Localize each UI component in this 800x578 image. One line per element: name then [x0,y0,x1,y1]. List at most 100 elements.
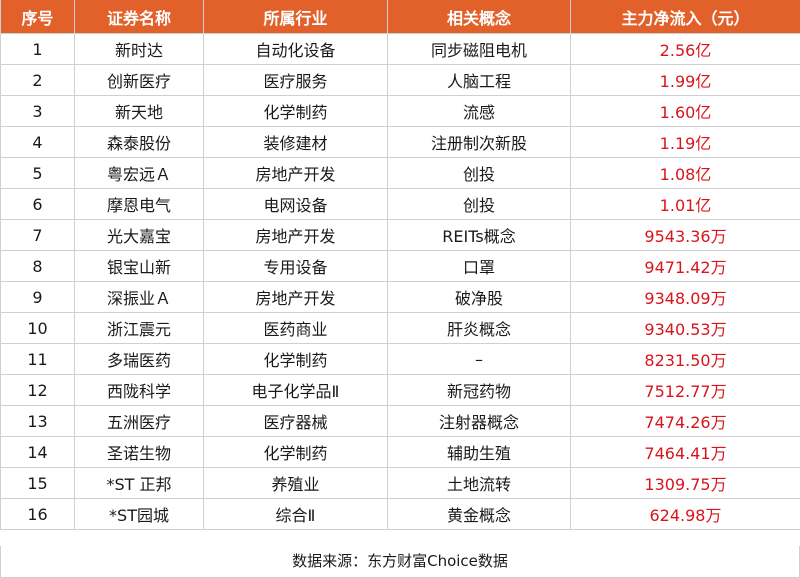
cell-security-name: *ST园城 [74,498,204,530]
cell-rank: 7 [0,219,75,251]
cell-industry: 化学制药 [203,436,388,468]
cell-net-inflow: 1309.75万 [570,467,800,499]
cell-rank: 1 [0,33,75,65]
cell-concept: – [387,343,571,375]
cell-net-inflow: 7464.41万 [570,436,800,468]
table-row: 15 *ST 正邦 养殖业 土地流转 1309.75万 [0,467,800,499]
table-row: 7 光大嘉宝 房地产开发 REITs概念 9543.36万 [0,219,800,251]
cell-net-inflow: 1.01亿 [570,188,800,220]
cell-net-inflow: 1.19亿 [570,126,800,158]
header-security-name: 证券名称 [74,0,204,34]
cell-industry: 医疗器械 [203,405,388,437]
cell-rank: 14 [0,436,75,468]
cell-rank: 9 [0,281,75,313]
cell-security-name: 森泰股份 [74,126,204,158]
cell-security-name: 多瑞医药 [74,343,204,375]
cell-rank: 10 [0,312,75,344]
header-row: 序号 证券名称 所属行业 相关概念 主力净流入（元） [0,0,800,34]
cell-concept: 创投 [387,188,571,220]
header-concept: 相关概念 [387,0,571,34]
table-body: 1 新时达 自动化设备 同步磁阻电机 2.56亿 2 创新医疗 医疗服务 人脑工程 1.99亿 3 新… [0,33,800,530]
cell-concept: 土地流转 [387,467,571,499]
table-row: 16 *ST园城 综合Ⅱ 黄金概念 624.98万 [0,498,800,530]
cell-security-name: 深振业Ａ [74,281,204,313]
cell-net-inflow: 9471.42万 [570,250,800,282]
cell-industry: 电子化学品Ⅱ [203,374,388,406]
cell-concept: 同步磁阻电机 [387,33,571,65]
table-row: 4 森泰股份 装修建材 注册制次新股 1.19亿 [0,126,800,158]
cell-concept: 流感 [387,95,571,127]
cell-security-name: *ST 正邦 [74,467,204,499]
cell-rank: 15 [0,467,75,499]
cell-security-name: 创新医疗 [74,64,204,96]
cell-concept: 注册制次新股 [387,126,571,158]
table-row: 5 粤宏远Ａ 房地产开发 创投 1.08亿 [0,157,800,189]
cell-security-name: 新时达 [74,33,204,65]
cell-security-name: 圣诺生物 [74,436,204,468]
cell-security-name: 新天地 [74,95,204,127]
cell-concept: 注射器概念 [387,405,571,437]
cell-net-inflow: 9348.09万 [570,281,800,313]
cell-net-inflow: 9543.36万 [570,219,800,251]
cell-net-inflow: 624.98万 [570,498,800,530]
table-row: 12 西陇科学 电子化学品Ⅱ 新冠药物 7512.77万 [0,374,800,406]
table-row: 2 创新医疗 医疗服务 人脑工程 1.99亿 [0,64,800,96]
cell-rank: 3 [0,95,75,127]
header-net-inflow: 主力净流入（元） [570,0,800,34]
cell-net-inflow: 2.56亿 [570,33,800,65]
cell-net-inflow: 1.08亿 [570,157,800,189]
cell-net-inflow: 9340.53万 [570,312,800,344]
cell-concept: 人脑工程 [387,64,571,96]
cell-net-inflow: 7512.77万 [570,374,800,406]
cell-concept: 创投 [387,157,571,189]
table-row: 3 新天地 化学制药 流感 1.60亿 [0,95,800,127]
cell-industry: 医药商业 [203,312,388,344]
cell-industry: 综合Ⅱ [203,498,388,530]
cell-concept: 新冠药物 [387,374,571,406]
cell-industry: 房地产开发 [203,157,388,189]
cell-industry: 装修建材 [203,126,388,158]
cell-security-name: 浙江震元 [74,312,204,344]
cell-security-name: 粤宏远Ａ [74,157,204,189]
cell-concept: 肝炎概念 [387,312,571,344]
cell-rank: 8 [0,250,75,282]
cell-rank: 2 [0,64,75,96]
cell-industry: 自动化设备 [203,33,388,65]
cell-net-inflow: 1.99亿 [570,64,800,96]
cell-industry: 化学制药 [203,95,388,127]
cell-concept: REITs概念 [387,219,571,251]
cell-rank: 5 [0,157,75,189]
cell-rank: 6 [0,188,75,220]
header-rank: 序号 [0,0,75,34]
cell-industry: 电网设备 [203,188,388,220]
fund-flow-table: 序号 证券名称 所属行业 相关概念 主力净流入（元） 1 新时达 自动化设备 同步磁阻… [0,0,800,530]
cell-concept: 辅助生殖 [387,436,571,468]
data-source-note: 数据来源：东方财富Choice数据 [0,546,800,578]
header-industry: 所属行业 [203,0,388,34]
cell-industry: 房地产开发 [203,219,388,251]
cell-security-name: 五洲医疗 [74,405,204,437]
table-header: 序号 证券名称 所属行业 相关概念 主力净流入（元） [0,0,800,34]
cell-rank: 4 [0,126,75,158]
cell-concept: 黄金概念 [387,498,571,530]
cell-concept: 破净股 [387,281,571,313]
cell-industry: 专用设备 [203,250,388,282]
cell-rank: 12 [0,374,75,406]
cell-industry: 房地产开发 [203,281,388,313]
cell-concept: 口罩 [387,250,571,282]
table-row: 8 银宝山新 专用设备 口罩 9471.42万 [0,250,800,282]
cell-rank: 16 [0,498,75,530]
table-row: 1 新时达 自动化设备 同步磁阻电机 2.56亿 [0,33,800,65]
cell-net-inflow: 7474.26万 [570,405,800,437]
table-row: 10 浙江震元 医药商业 肝炎概念 9340.53万 [0,312,800,344]
cell-net-inflow: 8231.50万 [570,343,800,375]
cell-security-name: 光大嘉宝 [74,219,204,251]
cell-industry: 化学制药 [203,343,388,375]
cell-rank: 13 [0,405,75,437]
cell-industry: 养殖业 [203,467,388,499]
table-row: 11 多瑞医药 化学制药 –8231.50万 [0,343,800,375]
table-row: 6 摩恩电气 电网设备 创投 1.01亿 [0,188,800,220]
cell-security-name: 西陇科学 [74,374,204,406]
table-row: 14 圣诺生物 化学制药 辅助生殖 7464.41万 [0,436,800,468]
